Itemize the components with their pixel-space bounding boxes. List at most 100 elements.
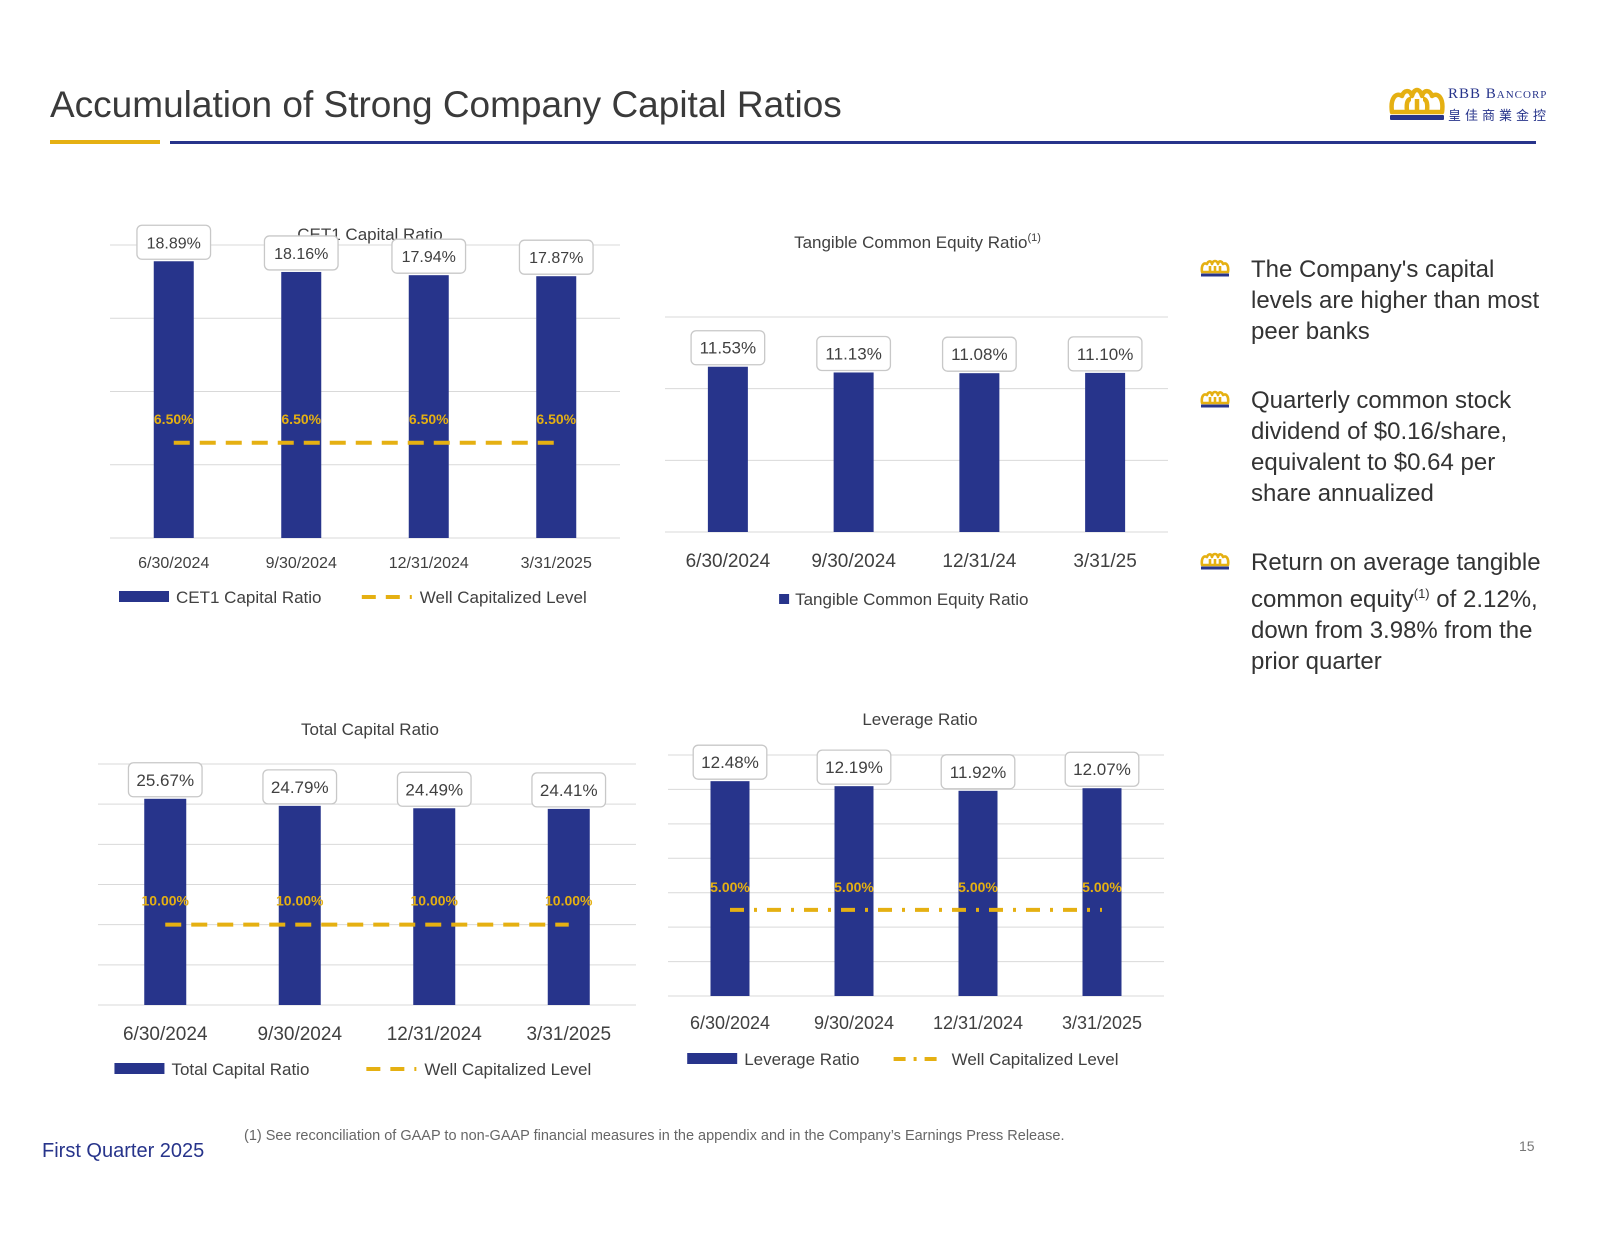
data-label-box [1067, 336, 1143, 372]
threshold-data-label: 10.00% [142, 893, 190, 909]
data-label-box [531, 772, 607, 808]
x-tick-label: 6/30/2024 [123, 1024, 208, 1045]
data-label-box [816, 749, 892, 785]
x-tick-label: 12/31/2024 [387, 1024, 483, 1045]
legend-swatch [119, 591, 169, 602]
threshold-data-label: 5.00% [958, 879, 998, 895]
x-tick-label: 6/30/2024 [138, 555, 209, 572]
legend-label: Well Capitalized Level [420, 588, 587, 607]
bullet-dividend: Quarterly common stock dividend of $0.16… [1200, 385, 1545, 509]
chart-title: Tangible Common Equity Ratio(1) [794, 232, 1041, 252]
logo-wordmark: RBB Bancorp [1448, 86, 1548, 102]
bar-data-label: 11.92% [950, 763, 1006, 782]
data-label-box [136, 224, 212, 260]
bar-data-label: 24.79% [271, 778, 329, 797]
bar [833, 372, 874, 532]
x-tick-label: 12/31/24 [942, 551, 1016, 572]
threshold-data-label: 10.00% [276, 893, 324, 909]
bullet-text: The Company's capital levels are higher … [1251, 256, 1540, 345]
bar-data-label: 18.89% [147, 235, 201, 252]
bar-data-label: 11.53% [700, 339, 756, 358]
bar [1085, 372, 1126, 532]
bar-data-label: 25.67% [136, 771, 194, 790]
threshold-data-label: 10.00% [411, 893, 459, 909]
x-tick-label: 12/31/2024 [933, 1013, 1023, 1033]
bar-data-label: 11.13% [825, 344, 881, 363]
bar-data-label: 11.10% [1077, 345, 1133, 364]
bar [547, 808, 590, 1005]
bar [153, 261, 194, 538]
bullet-capital-levels: The Company's capital levels are higher … [1200, 254, 1545, 347]
tangible-common-equity-ratio-chart: Tangible Common Equity Ratio(1)11.53% 11.… [665, 232, 1168, 609]
bar [710, 781, 750, 996]
title-rule-gold [50, 140, 160, 144]
data-label-box [391, 238, 467, 274]
data-label-box [262, 769, 338, 805]
legend-label: Total Capital Ratio [171, 1060, 309, 1079]
total-capital-ratio-chart: Total Capital Ratio 10.00% 10.00% 10.00% 10.… [98, 720, 636, 1079]
bar [278, 805, 321, 1005]
bullet-text: Quarterly common stock dividend of $0.16… [1251, 387, 1512, 507]
bar [281, 271, 322, 538]
bar [144, 798, 187, 1005]
legend-label: Well Capitalized Level [952, 1050, 1119, 1069]
data-label-box [127, 762, 203, 798]
x-tick-label: 3/31/25 [1073, 551, 1136, 572]
x-tick-label: 3/31/2025 [1062, 1013, 1142, 1033]
data-label-box [692, 744, 768, 780]
threshold-data-label: 6.50% [409, 411, 449, 427]
bar-data-label: 24.41% [540, 781, 598, 800]
data-label-box [940, 754, 1016, 790]
crown-logo-icon [1389, 87, 1445, 120]
bullet-footnote-ref: (1) [1413, 586, 1430, 601]
logo-chinese-wordmark: 皇佳商業金控 [1448, 108, 1551, 123]
bar [1082, 788, 1122, 996]
bar [536, 276, 577, 538]
data-label-box [263, 235, 339, 271]
data-label-box [396, 771, 472, 807]
footer-period: First Quarter 2025 [42, 1140, 205, 1162]
bar-data-label: 12.48% [701, 753, 759, 772]
legend-label: CET1 Capital Ratio [176, 588, 322, 607]
x-tick-label: 9/30/2024 [266, 555, 337, 572]
legend-label: Well Capitalized Level [424, 1060, 591, 1079]
x-tick-label: 3/31/2025 [521, 555, 592, 572]
crown-icon [1200, 552, 1230, 570]
bar-data-label: 11.08% [951, 345, 1007, 364]
legend-swatch [779, 594, 790, 604]
leverage-ratio-chart: Leverage Ratio 5.00% 5.00% 5.00% 5.00% 12.48%… [668, 710, 1164, 1069]
threshold-data-label: 6.50% [281, 411, 321, 427]
x-tick-label: 9/30/2024 [814, 1013, 894, 1033]
legend-label: Tangible Common Equity Ratio [795, 590, 1028, 609]
bar [413, 808, 456, 1005]
cet1-capital-ratio-chart: CET1 Capital Ratio 6.50% 6.50% 6.50% 6.50% 18… [110, 224, 620, 607]
bar [408, 275, 449, 538]
x-tick-label: 6/30/2024 [686, 551, 771, 572]
chart-title: Leverage Ratio [862, 710, 977, 729]
bar [959, 373, 1000, 532]
bullet-text-pre: Return on average tangible common equity [1251, 549, 1541, 613]
data-label-box [816, 335, 892, 372]
legend-swatch [687, 1053, 738, 1064]
x-tick-label: 3/31/2025 [526, 1024, 611, 1045]
legend-swatch [114, 1063, 165, 1074]
data-label-box [1064, 751, 1140, 787]
x-tick-label: 12/31/2024 [389, 555, 469, 572]
crown-icon [1200, 390, 1230, 408]
chart-title-footnote-ref: (1) [1027, 232, 1040, 244]
threshold-data-label: 5.00% [834, 879, 874, 895]
page-title: Accumulation of Strong Company Capital R… [50, 84, 842, 125]
bar-data-label: 17.87% [529, 250, 583, 267]
title-rule-navy [170, 141, 1536, 144]
threshold-data-label: 5.00% [710, 879, 750, 895]
legend-label: Leverage Ratio [744, 1050, 859, 1069]
x-tick-label: 9/30/2024 [257, 1024, 342, 1045]
x-tick-label: 6/30/2024 [690, 1013, 770, 1033]
key-points-list: The Company's capital levels are higher … [1200, 254, 1545, 715]
bar [958, 790, 998, 996]
x-tick-label: 9/30/2024 [811, 551, 896, 572]
threshold-data-label: 6.50% [154, 411, 194, 427]
company-logo: RBB Bancorp 皇佳商業金控 [1388, 84, 1553, 128]
threshold-data-label: 6.50% [536, 411, 576, 427]
bar-data-label: 12.19% [825, 758, 883, 777]
